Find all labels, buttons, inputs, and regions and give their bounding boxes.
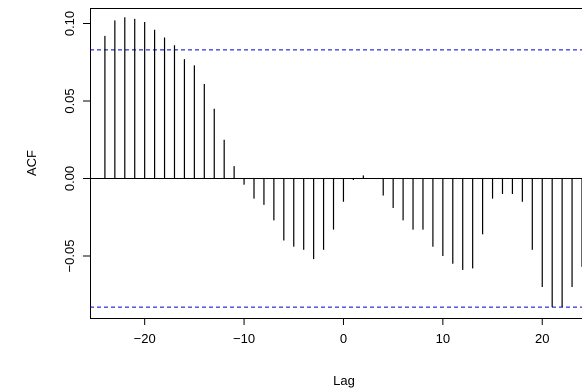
y-axis: −0.05 0.00 0.05 0.10 xyxy=(62,11,90,273)
confidence-bounds xyxy=(90,49,582,308)
x-tick-label: −10 xyxy=(233,331,255,346)
y-tick-label: −0.05 xyxy=(62,240,77,273)
x-tick-label: 0 xyxy=(340,331,347,346)
y-tick-label: 0.05 xyxy=(62,88,77,113)
y-tick-label: 0.00 xyxy=(62,166,77,191)
y-tick-label: 0.10 xyxy=(62,11,77,36)
acf-bars xyxy=(104,17,582,308)
x-axis-label: Lag xyxy=(333,373,355,388)
x-axis: −20 −10 0 10 20 xyxy=(134,318,549,346)
x-tick-label: 10 xyxy=(436,331,450,346)
plot-area xyxy=(90,8,582,319)
plot-box xyxy=(90,8,582,319)
y-axis-label: ACF xyxy=(24,150,39,176)
x-tick-label: 20 xyxy=(535,331,549,346)
x-tick-label: −20 xyxy=(134,331,156,346)
